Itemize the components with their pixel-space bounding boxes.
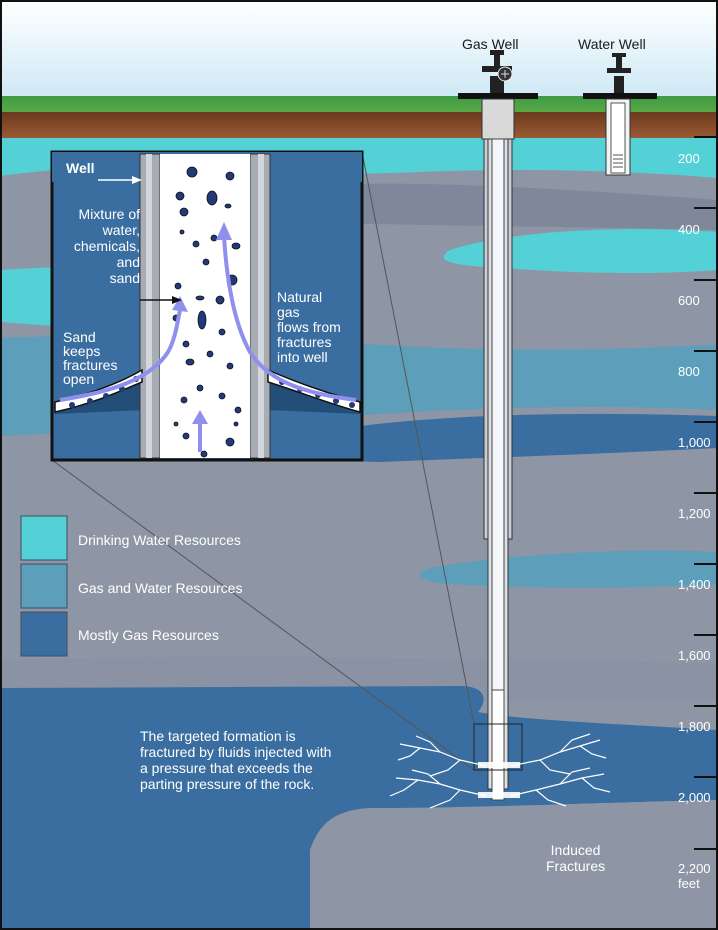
water-well (583, 93, 657, 176)
depth-label-2000: 2,000 (678, 790, 711, 805)
depth-tick (694, 776, 718, 778)
gas-well-head-icon (482, 50, 513, 93)
depth-tick (694, 492, 718, 494)
depth-tick (694, 421, 718, 423)
fracture-note-line: parting pressure of the rock. (140, 776, 315, 792)
depth-label-400: 400 (678, 222, 700, 237)
depth-tick (694, 350, 718, 352)
depth-label-1200: 1,200 (678, 506, 711, 521)
water-well-pad (583, 93, 657, 99)
gas-well-label: Gas Well (462, 36, 519, 52)
gas-well-pad (458, 93, 538, 99)
fracture-note-line: fractured by fluids injected with (140, 744, 332, 760)
depth-label-1800: 1,800 (678, 719, 711, 734)
legend-swatch-drinking-water (20, 515, 68, 561)
gas-line: flows from (277, 319, 341, 335)
fracture-note: The targeted formation is fractured by f… (140, 728, 331, 792)
mixture-line: chemicals, (73, 238, 140, 254)
sand-line: fractures (63, 357, 118, 373)
gas-line: gas (277, 304, 300, 320)
sand-line: keeps (63, 343, 101, 359)
depth-tick (694, 848, 718, 850)
grass-layer (0, 96, 718, 112)
gas-line: fractures (277, 334, 332, 350)
depth-label-2200: 2,200 (678, 861, 711, 876)
callout-target-box (473, 723, 523, 771)
target-formation (0, 686, 718, 930)
depth-label-600: 600 (678, 293, 700, 308)
sand-line: open (63, 371, 95, 387)
callout-line-top (361, 151, 475, 725)
depth-label-800: 800 (678, 364, 700, 379)
gas-well (458, 93, 538, 801)
mixture-line: and (116, 254, 140, 270)
water-well-head-icon (607, 53, 631, 93)
depth-tick (694, 563, 718, 565)
inset-well-label: Well (66, 160, 95, 176)
inset-panel (50, 150, 364, 462)
rock-bottom (310, 800, 718, 930)
soil-layer (0, 112, 718, 138)
depth-label-1600: 1,600 (678, 648, 711, 663)
legend-label-gas-water: Gas and Water Resources (78, 580, 243, 596)
inset-sand-label: Sand keeps fractures open (63, 330, 117, 386)
rock-streak (245, 183, 718, 230)
depth-tick (694, 207, 718, 209)
gas-line: into well (277, 349, 328, 365)
mixture-line: water, (102, 222, 140, 238)
depth-label-200: 200 (678, 151, 700, 166)
legend-label-drinking-water: Drinking Water Resources (78, 532, 241, 548)
gas-lens-mid (318, 413, 718, 462)
depth-tick (694, 705, 718, 707)
gas-line: Natural (277, 289, 323, 305)
inset-mixture-label: Mixture of water, chemicals, and sand (58, 206, 140, 286)
sand-line: Sand (63, 329, 96, 345)
mixture-line: sand (109, 270, 140, 286)
water-well-label: Water Well (578, 36, 646, 52)
induced-fractures-line: Induced (550, 842, 601, 858)
mixture-line: Mixture of (78, 206, 140, 222)
depth-tick (694, 136, 718, 138)
induced-fractures (389, 733, 611, 809)
fracture-note-line: a pressure that exceeds the (140, 760, 313, 776)
gas-flow-arrows (59, 235, 357, 452)
depth-unit-label: feet (678, 876, 700, 891)
depth-label-1400: 1,400 (678, 577, 711, 592)
legend-swatch-mostly-gas (20, 611, 68, 657)
callout-line-bottom (51, 459, 475, 771)
depth-tick (694, 279, 718, 281)
induced-fractures-label: Induced Fractures (546, 842, 605, 874)
induced-fractures-line: Fractures (546, 858, 606, 874)
depth-label-1000: 1,000 (678, 435, 711, 450)
legend-swatch-gas-water (20, 563, 68, 609)
sky (0, 0, 718, 100)
legend-label-mostly-gas: Mostly Gas Resources (78, 627, 219, 643)
fracture-note-line: The targeted formation is (140, 728, 296, 744)
inset-gas-label: Natural gas flows from fractures into we… (277, 290, 341, 365)
depth-tick (694, 634, 718, 636)
